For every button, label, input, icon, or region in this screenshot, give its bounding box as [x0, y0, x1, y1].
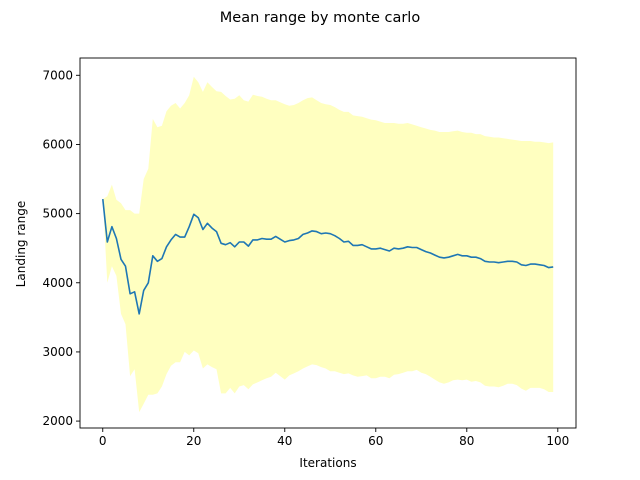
x-tick-label: 100: [546, 434, 569, 448]
y-tick-label: 7000: [42, 68, 73, 82]
range-band: [102, 76, 554, 413]
y-tick-label: 3000: [42, 345, 73, 359]
y-axis-label: Landing range: [14, 201, 28, 288]
y-tick-label: 4000: [42, 276, 73, 290]
x-tick-label: 80: [459, 434, 474, 448]
y-tick-label: 2000: [42, 414, 73, 428]
x-axis: 0 20 40 60 80 100: [99, 428, 569, 448]
axes-frame: [79, 57, 577, 429]
x-tick-label: 40: [277, 434, 292, 448]
x-axis-label: Iterations: [299, 456, 356, 470]
x-tick-label: 20: [186, 434, 201, 448]
x-tick-label: 0: [99, 434, 107, 448]
plot-area: [79, 57, 577, 429]
y-tick-label: 5000: [42, 207, 73, 221]
y-tick-label: 6000: [42, 137, 73, 151]
mean-line: [102, 199, 554, 315]
chart-title: Mean range by monte carlo: [220, 10, 421, 26]
y-axis: 2000 3000 4000 5000 6000 7000: [42, 68, 80, 428]
x-tick-label: 60: [368, 434, 383, 448]
